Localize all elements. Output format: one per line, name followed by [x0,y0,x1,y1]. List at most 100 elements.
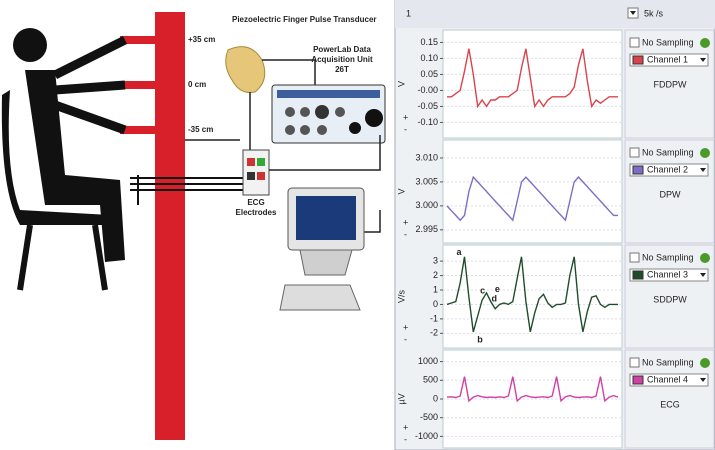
electrode-wires [130,175,245,205]
sampling-mode: No Sampling [642,37,694,47]
channel-swatch [632,55,644,65]
y-tick-label: -0.10 [417,117,438,127]
computer-base [299,249,353,276]
channel-name: Channel 4 [647,374,688,384]
channel-name: Channel 3 [647,269,688,279]
sample-rate: 5k /s [644,8,664,18]
waveform-annotation: e [495,284,500,294]
y-tick-label: -1 [430,313,438,323]
powerlab-panel [277,90,380,98]
y-tick-label: -1000 [415,431,438,441]
height-label: 0 cm [188,80,206,89]
dropdown-arrow [700,168,706,172]
waveform-annotation: d [491,293,497,303]
transducer-label: Piezoelectric Finger Pulse Transducer [232,15,377,24]
sampling-dropdown[interactable] [629,37,640,48]
zoom-in[interactable]: + [403,217,408,227]
y-tick-label: 0.15 [420,37,438,47]
arms [52,35,128,135]
y-tick-label: 3.005 [415,176,438,186]
info-button[interactable] [700,253,710,263]
y-tick-label: 1000 [418,356,438,366]
channel-swatch [632,375,644,385]
powerlab-label: 26T [335,65,349,74]
y-tick-label: 0.10 [420,53,438,63]
y-tick-label: 1 [433,284,438,294]
channel-controls [624,349,715,449]
sampling-mode: No Sampling [642,357,694,367]
y-axis-unit: V [396,188,406,194]
sampling-mode: No Sampling [642,147,694,157]
waveform [446,376,619,403]
powerlab-knob [365,109,383,127]
zoom-in[interactable]: + [403,112,408,122]
height-label: +35 cm [188,35,215,44]
head [13,28,47,62]
waveform [446,175,618,222]
ecg-label: ECG [247,198,264,207]
y-tick-label: 3.010 [415,152,438,162]
dropdown-arrow [700,273,706,277]
y-axis-unit: V/s [396,290,406,304]
y-tick-label: 0 [433,299,438,309]
y-axis-unit: µV [396,393,406,404]
y-tick-label: 3.000 [415,200,438,210]
sampling-mode: No Sampling [642,252,694,262]
channel-name: Channel 1 [647,54,688,64]
zoom-in[interactable]: + [403,322,408,332]
y-axis-unit: V [396,81,406,87]
powerlab-label: PowerLab Data [313,45,371,54]
waveform [446,256,618,333]
powerlab-label: Acquisition Unit [311,55,373,64]
info-button[interactable] [700,38,710,48]
dropdown-arrow [700,58,706,62]
channel-controls [624,244,715,349]
waveform-annotation: b [477,334,483,344]
signal-name: DPW [660,189,682,199]
height-pole [155,12,185,440]
keyboard [279,284,361,311]
channel-swatch [632,270,644,280]
arm-rest [120,36,158,44]
info-button[interactable] [700,148,710,158]
y-tick-label: 3 [433,255,438,265]
channel-panels: 0.15 0.10 0.05 -0.00 -0.05 -0.10 V + - No Samplin… [396,29,715,449]
sampling-dropdown[interactable] [629,252,640,263]
y-tick-label: 0.05 [420,69,438,79]
channel-controls [624,29,715,139]
zoom-out[interactable]: - [404,434,407,444]
channel-name: Channel 2 [647,164,688,174]
y-tick-label: 0 [433,393,438,403]
waveform-annotation: c [480,285,485,295]
y-tick-label: -0.00 [417,85,438,95]
data-wire [269,135,381,233]
setup-diagram: +35 cm 0 cm -35 cm Piezoelectric Finger … [1,12,386,440]
sampling-dropdown[interactable] [629,147,640,158]
zoom-out[interactable]: - [404,334,407,344]
zoom-out[interactable]: - [404,229,407,239]
ecg-label: Electrodes [236,208,277,217]
signal-name: SDDPW [653,294,687,304]
zoom-in[interactable]: + [403,422,408,432]
chair-legs [17,224,108,291]
sampling-dropdown[interactable] [629,357,640,368]
arm-rest [120,126,158,134]
y-tick-label: -0.05 [417,101,438,111]
info-button[interactable] [700,358,710,368]
channel-swatch [632,165,644,175]
waveform-annotation: a [457,247,463,257]
channel-dropdown[interactable] [629,53,709,67]
waveform [447,48,618,109]
monitor-screen [296,196,356,240]
signal-name: FDDPW [654,79,687,89]
zoom-out[interactable]: - [404,124,407,134]
channel-dropdown[interactable] [629,268,709,282]
channel-dropdown[interactable] [629,373,709,387]
channel-dropdown[interactable] [629,163,709,177]
toolbar [395,0,715,28]
height-label: -35 cm [188,125,213,134]
signal-name: ECG [660,399,680,409]
y-tick-label: 2 [433,270,438,280]
